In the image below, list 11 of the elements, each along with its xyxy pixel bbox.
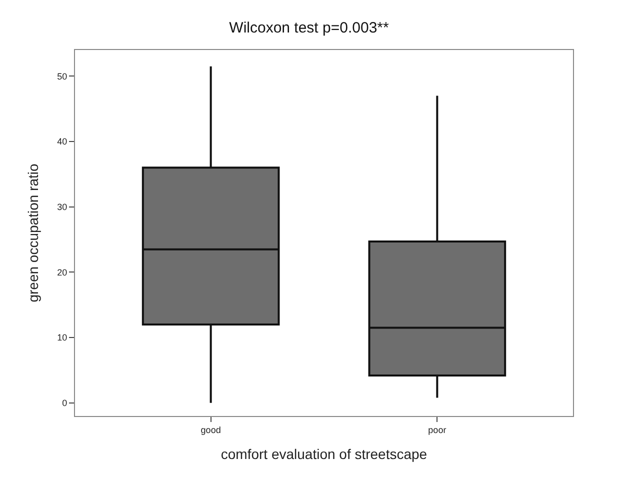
y-tick-label: 20 (57, 267, 68, 278)
y-tick-label: 30 (57, 202, 68, 212)
y-tick-label: 50 (57, 71, 68, 82)
x-tick-label: good (200, 424, 221, 435)
y-tick-label: 0 (62, 398, 68, 408)
x-axis-title: comfort evaluation of streetscape (220, 446, 428, 462)
chart-title: Wilcoxon test p=0.003** (229, 19, 389, 36)
y-axis-title: green occupation ratio (24, 164, 41, 302)
y-tick-label: 10 (57, 332, 68, 343)
x-tick-label: poor (428, 424, 446, 435)
y-tick-label: 40 (57, 136, 68, 147)
